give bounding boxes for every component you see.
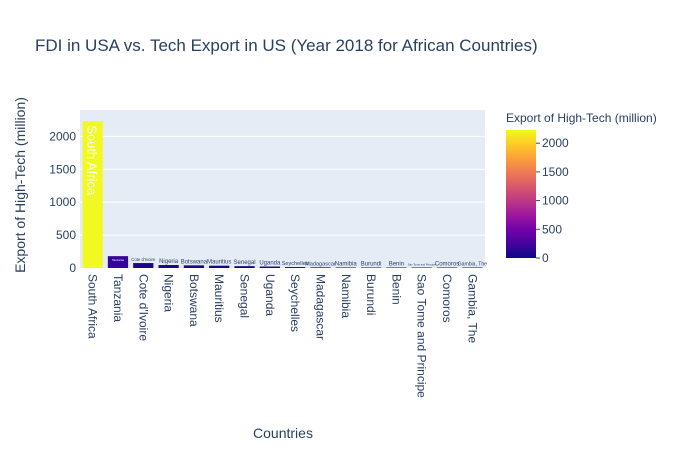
bar-label: Cote d'Ivoire	[131, 257, 156, 262]
x-tick-label: Namibia	[339, 274, 353, 318]
colorbar-tick-label: 1000	[542, 194, 569, 208]
x-tick-label: Nigeria	[162, 274, 176, 312]
y-tick-label: 0	[69, 261, 76, 275]
y-tick-layer: 0 500 1000 1500 2000	[49, 129, 76, 275]
bar	[183, 265, 205, 268]
x-tick-label: Botswana	[187, 274, 201, 327]
bar	[436, 267, 458, 268]
x-tick-label: Sao Tome and Principe	[415, 274, 429, 398]
x-tick-label: Gambia, The	[465, 274, 479, 343]
y-axis-label: Export of High-Tech (million)	[12, 97, 28, 273]
bar-label: Sao Tome and Principe	[408, 263, 436, 267]
plot-background	[80, 110, 485, 268]
colorbar-title: Export of High-Tech (million)	[506, 111, 657, 125]
x-tick-label: Seychelles	[288, 274, 302, 332]
y-tick-label: 1500	[49, 162, 76, 176]
x-tick-label: Mauritius	[212, 274, 226, 323]
bar-layer: South Africa Tanzania Cote d'Ivoire Nigeria…	[82, 121, 488, 268]
bar	[285, 267, 306, 268]
x-tick-label: Tanzania	[111, 274, 125, 322]
bar	[310, 267, 331, 268]
bar-label: Madagascar	[305, 261, 336, 267]
bar	[411, 267, 432, 268]
bar-label: Namibia	[335, 261, 358, 267]
bar-label: Mauritius	[207, 260, 231, 266]
bar	[82, 121, 103, 268]
bar	[158, 265, 179, 268]
bar	[386, 267, 407, 268]
bar-label: Botswana	[181, 259, 208, 265]
x-tick-label: Comoros	[440, 274, 454, 323]
x-tick-label: Burundi	[364, 274, 378, 315]
colorbar-tick-label: 500	[542, 222, 562, 236]
bar-label: Seychelles	[282, 261, 309, 267]
bar	[234, 266, 255, 268]
x-tick-label: South Africa	[86, 274, 100, 339]
bar	[335, 267, 356, 268]
colorbar-tick-layer: 0 500 1000 1500 2000	[536, 136, 569, 265]
bar-label: Burundi	[361, 262, 382, 268]
x-tick-layer: South Africa Tanzania Cote d'Ivoire Nigeria…	[86, 274, 480, 398]
colorbar-tick-label: 1500	[542, 165, 569, 179]
x-tick-label: Benin	[389, 274, 403, 305]
colorbar-tick-label: 0	[542, 251, 549, 265]
x-tick-label: Uganda	[263, 274, 277, 316]
colorbar	[506, 130, 536, 258]
y-tick-label: 1000	[49, 195, 76, 209]
chart-title: FDI in USA vs. Tech Export in US (Year 2…	[35, 36, 538, 55]
bar	[107, 256, 129, 268]
bar-label: Nigeria	[159, 259, 179, 265]
y-tick-label: 500	[56, 228, 76, 242]
bar-label: Uganda	[259, 261, 281, 267]
x-axis-label: Countries	[253, 425, 313, 441]
bar-label: Benin	[389, 262, 404, 268]
bar-label: Tanzania	[112, 258, 124, 262]
bar	[133, 263, 154, 268]
x-tick-label: Madagascar	[313, 274, 327, 340]
bar-label: Comoros	[435, 262, 459, 268]
x-tick-label: Senegal	[238, 274, 252, 318]
y-tick-label: 2000	[49, 129, 76, 143]
bar	[209, 265, 230, 268]
bar-label: Senegal	[234, 260, 256, 266]
grid-layer	[80, 135, 485, 236]
bar-label: Gambia, The	[458, 262, 488, 268]
bar	[360, 267, 382, 268]
bar	[259, 266, 280, 268]
bar-label: South Africa	[85, 125, 100, 196]
colorbar-tick-label: 2000	[542, 136, 569, 150]
x-tick-label: Cote d'Ivoire	[136, 274, 150, 341]
bar	[462, 267, 483, 268]
